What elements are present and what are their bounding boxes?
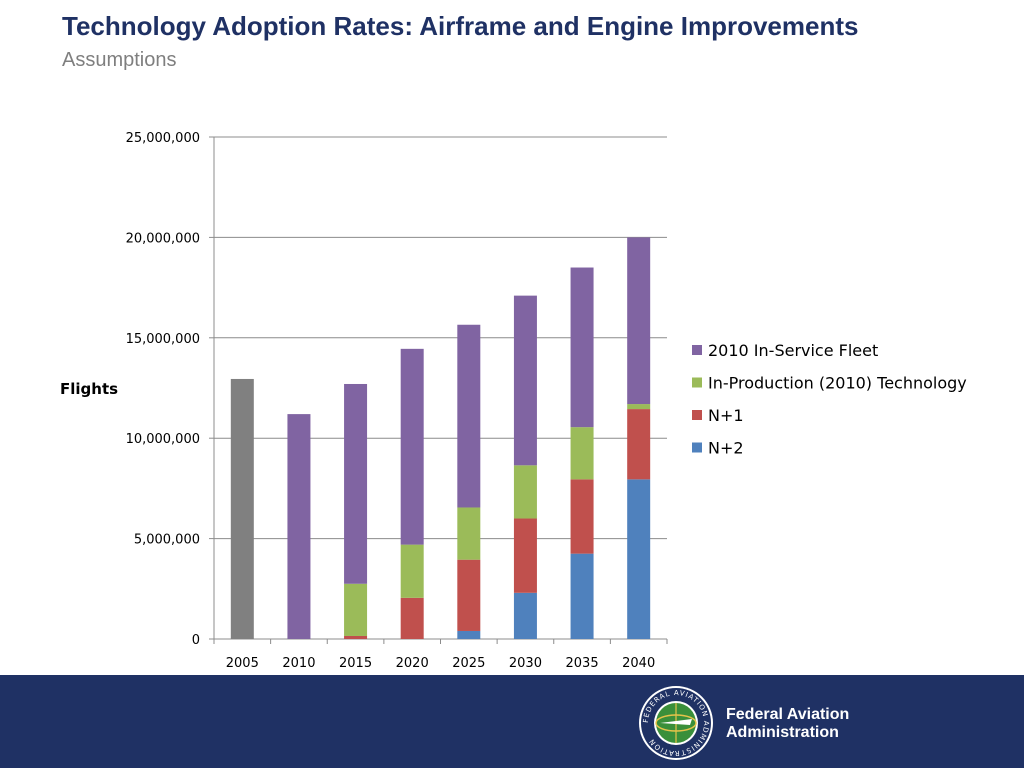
legend-swatch (692, 442, 702, 453)
x-tick-label: 2025 (452, 656, 485, 671)
bar-segment (513, 518, 537, 593)
y-tick-label: 10,000,000 (126, 432, 200, 447)
page-subtitle: Assumptions (62, 49, 177, 71)
bar-segment (570, 553, 594, 639)
legend-swatch (692, 410, 702, 420)
bar-segment (457, 630, 481, 639)
legend-swatch (692, 377, 702, 388)
bar-segment (513, 592, 537, 639)
page-title: Technology Adoption Rates: Airframe and … (62, 11, 859, 41)
x-tick-label: 2035 (566, 656, 599, 671)
y-tick-label: 25,000,000 (126, 131, 200, 146)
x-tick-label: 2010 (282, 656, 315, 671)
y-tick-label: 0 (192, 633, 200, 648)
chart-axes (209, 136, 668, 644)
x-tick-label: 2005 (226, 656, 259, 671)
bar-segment (627, 237, 651, 405)
x-tick-label: 2030 (509, 656, 542, 671)
x-axis-tick-labels: 2005 2010 2015 2020 2025 2030 2035 2040 (226, 656, 655, 671)
bar-segment (344, 635, 368, 639)
bar-segment (230, 378, 254, 639)
y-axis-label: Flights (60, 380, 118, 398)
bar-segment (570, 479, 594, 554)
bar-segment (457, 507, 481, 560)
x-tick-label: 2020 (396, 656, 429, 671)
x-tick-label: 2015 (339, 656, 372, 671)
y-axis-tick-labels: 0 5,000,000 10,000,000 15,000,000 20,000,000… (126, 131, 200, 648)
legend-label: In-Production (2010) Technology (708, 374, 967, 393)
bar-segment (627, 409, 651, 480)
chart-bars (230, 237, 651, 639)
bar-segment (457, 559, 481, 631)
bar-segment (570, 267, 594, 428)
bar-segment (513, 295, 537, 466)
bar-segment (287, 414, 311, 639)
bar-segment (400, 597, 424, 639)
legend-label: 2010 In-Service Fleet (708, 341, 878, 360)
bar-segment (513, 465, 537, 519)
bar-segment (400, 544, 424, 598)
faa-seal-icon: FEDERAL AVIATION ADMINISTRATION (639, 686, 713, 760)
chart-legend: 2010 In-Service Fleet In-Production (2010… (692, 341, 967, 458)
bar-segment (344, 583, 368, 636)
agency-name-line1: Federal Aviation (726, 706, 850, 723)
y-tick-label: 20,000,000 (126, 231, 200, 246)
legend-label: N+1 (708, 406, 744, 425)
y-tick-label: 5,000,000 (134, 533, 200, 548)
x-tick-label: 2040 (622, 656, 655, 671)
bar-segment (457, 324, 481, 508)
bar-segment (570, 427, 594, 480)
bar-segment (627, 404, 651, 410)
bar-segment (344, 383, 368, 584)
chart-gridlines (214, 136, 667, 540)
agency-name: Federal Aviation Administration (726, 706, 849, 742)
agency-name-line2: Administration (726, 724, 839, 741)
footer-bar (0, 675, 1024, 768)
stacked-bar-chart: 0 5,000,000 10,000,000 15,000,000 20,000,000… (60, 131, 967, 671)
legend-label: N+2 (708, 439, 744, 458)
bar-segment (627, 479, 651, 639)
y-tick-label: 15,000,000 (126, 332, 200, 347)
bar-segment (400, 348, 424, 545)
legend-swatch (692, 345, 702, 355)
